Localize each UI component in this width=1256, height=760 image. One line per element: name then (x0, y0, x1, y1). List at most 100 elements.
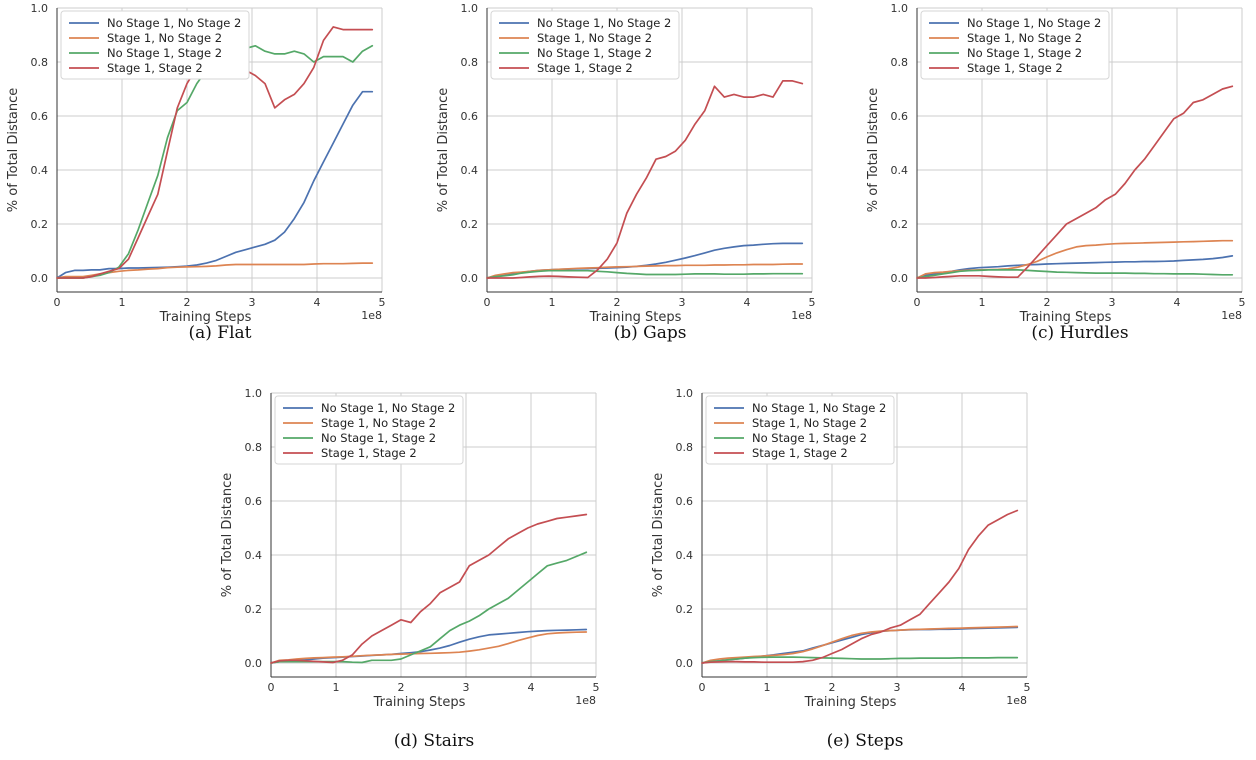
legend-label: No Stage 1, No Stage 2 (107, 16, 241, 30)
series-line-3 (486, 269, 804, 279)
y-tick-label: 0.8 (461, 56, 479, 69)
series-line-2 (270, 631, 588, 664)
series-line-3 (701, 656, 1019, 664)
legend (705, 395, 895, 465)
legend-label: Stage 1, Stage 2 (967, 61, 1063, 75)
legend-label: Stage 1, Stage 2 (107, 61, 203, 75)
series-line-4 (701, 509, 1019, 664)
y-tick-label: 0.2 (461, 218, 479, 231)
x-axis-label: Training Steps (159, 310, 252, 325)
x-scale-label: 1e8 (791, 309, 812, 322)
legend-label: Stage 1, Stage 2 (752, 446, 848, 460)
x-tick-label: 5 (809, 296, 816, 309)
x-tick-label: 5 (1024, 681, 1031, 694)
y-axis-label: % of Total Distance (651, 473, 666, 597)
legend-label: No Stage 1, Stage 2 (107, 46, 222, 60)
panel-hurdles: 0 1 2 3 4 5 0.0 0.2 0.4 0.6 0.8 1.0 1e8 Training Step… (866, 2, 1246, 343)
y-tick-label: 0.8 (891, 56, 909, 69)
series-line-4 (486, 80, 804, 279)
series-line-2 (56, 262, 374, 279)
x-tick-label: 4 (1174, 296, 1181, 309)
y-tick-label: 0.8 (245, 441, 263, 454)
legend-label: Stage 1, Stage 2 (537, 61, 633, 75)
x-scale-label: 1e8 (1006, 694, 1027, 707)
x-scale-label: 1e8 (1221, 309, 1242, 322)
panel-flat: 0 1 2 3 4 5 0.0 0.2 0.4 0.6 0.8 1.0 1e8 Training Step… (6, 2, 386, 343)
x-scale-label: 1e8 (575, 694, 596, 707)
y-tick-label: 0.2 (891, 218, 909, 231)
x-tick-label: 3 (1109, 296, 1116, 309)
y-tick-label: 0.0 (676, 657, 694, 670)
panel-caption: (a) Flat (188, 323, 251, 343)
legend-label: Stage 1, No Stage 2 (967, 31, 1082, 45)
y-tick-label: 1.0 (245, 387, 263, 400)
legend-label: No Stage 1, Stage 2 (321, 431, 436, 445)
legend-label: No Stage 1, Stage 2 (967, 46, 1082, 60)
y-tick-label: 1.0 (461, 2, 479, 15)
series-line-4 (916, 85, 1234, 279)
y-tick-label: 0.4 (461, 164, 479, 177)
x-axis-label: Training Steps (1019, 310, 1112, 325)
x-tick-label: 1 (764, 681, 771, 694)
panel-steps: 0 1 2 3 4 5 0.0 0.2 0.4 0.6 0.8 1.0 1e8 Training Step… (651, 387, 1031, 751)
y-tick-label: 0.6 (891, 110, 909, 123)
y-tick-label: 0.8 (676, 441, 694, 454)
legend (920, 10, 1110, 80)
panel-stairs: 0 1 2 3 4 5 0.0 0.2 0.4 0.6 0.8 1.0 1e8 Training Step… (220, 387, 600, 751)
y-tick-label: 0.2 (676, 603, 694, 616)
y-tick-label: 0.6 (461, 110, 479, 123)
x-axis-label: Training Steps (589, 310, 682, 325)
x-tick-label: 0 (268, 681, 275, 694)
x-axis-label: Training Steps (804, 695, 897, 710)
y-tick-label: 0.2 (31, 218, 49, 231)
series-line-3 (56, 44, 374, 279)
legend-label: No Stage 1, No Stage 2 (537, 16, 671, 30)
panel-caption: (c) Hurdles (1031, 323, 1128, 343)
x-tick-label: 4 (528, 681, 535, 694)
y-tick-label: 0.4 (676, 549, 694, 562)
y-tick-label: 0.8 (31, 56, 49, 69)
legend-label: Stage 1, No Stage 2 (107, 31, 222, 45)
y-tick-label: 0.0 (461, 272, 479, 285)
series-line-3 (270, 551, 588, 664)
x-tick-label: 4 (959, 681, 966, 694)
x-tick-label: 2 (829, 681, 836, 694)
legend-label: No Stage 1, Stage 2 (752, 431, 867, 445)
x-tick-label: 0 (484, 296, 491, 309)
y-axis-label: % of Total Distance (436, 88, 451, 212)
series-line-1 (56, 90, 374, 279)
x-tick-label: 2 (184, 296, 191, 309)
legend (60, 10, 250, 80)
panel-caption: (e) Steps (827, 731, 904, 751)
x-tick-label: 0 (699, 681, 706, 694)
x-tick-label: 5 (593, 681, 600, 694)
x-tick-label: 4 (314, 296, 321, 309)
y-tick-label: 0.4 (245, 549, 263, 562)
x-tick-label: 2 (398, 681, 405, 694)
y-tick-label: 0.6 (245, 495, 263, 508)
legend-label: No Stage 1, No Stage 2 (752, 401, 886, 415)
series-line-1 (916, 255, 1234, 279)
x-tick-label: 5 (1239, 296, 1246, 309)
panel-caption: (d) Stairs (394, 731, 474, 751)
x-tick-label: 5 (379, 296, 386, 309)
legend-label: Stage 1, No Stage 2 (752, 416, 867, 430)
y-tick-label: 0.6 (676, 495, 694, 508)
legend-label: No Stage 1, No Stage 2 (967, 16, 1101, 30)
series-line-1 (486, 242, 804, 279)
y-axis-label: % of Total Distance (866, 88, 881, 212)
x-tick-label: 3 (249, 296, 256, 309)
y-tick-label: 0.4 (891, 164, 909, 177)
legend-label: Stage 1, Stage 2 (321, 446, 417, 460)
series-line-2 (701, 625, 1019, 664)
y-tick-label: 1.0 (31, 2, 49, 15)
x-tick-label: 1 (333, 681, 340, 694)
panel-gaps: 0 1 2 3 4 5 0.0 0.2 0.4 0.6 0.8 1.0 1e8 Training Step… (436, 2, 816, 343)
x-tick-label: 2 (1044, 296, 1051, 309)
y-tick-label: 1.0 (891, 2, 909, 15)
y-tick-label: 0.0 (31, 272, 49, 285)
x-tick-label: 1 (119, 296, 126, 309)
y-tick-label: 0.0 (245, 657, 263, 670)
x-tick-label: 1 (979, 296, 986, 309)
legend (490, 10, 680, 80)
